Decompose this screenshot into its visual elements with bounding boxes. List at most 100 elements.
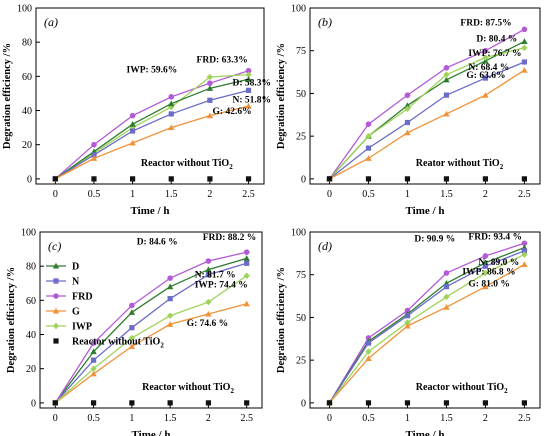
x-tick-label: 0 — [53, 189, 58, 200]
value-annotation: G: 74.6 % — [187, 319, 228, 329]
data-point — [244, 400, 250, 406]
data-point — [167, 296, 173, 302]
series-line — [55, 105, 249, 180]
legend-label-subscript: 2 — [160, 342, 164, 350]
data-point — [521, 248, 528, 254]
plot-frame — [39, 231, 263, 409]
data-point — [482, 54, 489, 61]
x-tick-label: 0 — [327, 189, 332, 200]
data-point — [205, 400, 212, 406]
data-point — [482, 283, 489, 290]
x-tick-label: 2.5 — [518, 189, 531, 200]
legend-marker — [52, 307, 60, 314]
data-point — [245, 71, 252, 78]
series-line — [54, 73, 249, 180]
legend-marker — [53, 278, 59, 284]
data-point — [244, 260, 250, 266]
data-point — [443, 110, 450, 117]
data-point — [91, 176, 97, 182]
legend-label: N — [72, 277, 80, 288]
x-tick-label: 1.5 — [440, 189, 453, 200]
data-point — [206, 85, 214, 91]
data-point — [521, 261, 528, 268]
data-point — [207, 97, 213, 103]
series-reactor-without-tio2 — [326, 176, 528, 182]
data-point — [482, 253, 489, 259]
data-point — [443, 176, 450, 182]
reactor-label-subscript: 2 — [230, 387, 234, 395]
data-point — [443, 71, 450, 78]
data-point — [129, 120, 136, 127]
value-annotation: D: 58.3% — [233, 78, 272, 88]
y-tick-label: 0 — [31, 398, 36, 409]
y-tick-label: 0 — [301, 174, 306, 185]
data-point — [443, 400, 450, 406]
data-point — [365, 355, 372, 362]
y-tick-label: 0 — [27, 174, 32, 185]
data-point — [129, 302, 135, 309]
series-g — [52, 300, 250, 406]
data-point — [482, 47, 489, 54]
reactor-label: Reator without TiO2 — [416, 158, 504, 171]
value-annotation: FRD: 63.3% — [197, 56, 248, 66]
legend-label: IWP — [72, 322, 92, 333]
y-axis-label: Degration efficiency /% — [2, 43, 13, 149]
data-point — [521, 44, 528, 52]
y-tick-label: 80 — [26, 262, 36, 273]
x-tick-label: 2.5 — [240, 413, 253, 424]
x-axis-label: Time / h — [131, 205, 170, 217]
data-point — [404, 176, 411, 182]
data-point — [168, 176, 174, 182]
data-point — [404, 307, 411, 314]
data-point — [243, 249, 250, 255]
data-point — [91, 141, 97, 148]
series-line — [329, 47, 525, 180]
data-point — [443, 270, 450, 276]
data-point — [365, 155, 372, 161]
series-line — [328, 28, 525, 180]
series-iwp — [326, 251, 528, 407]
data-point — [168, 111, 174, 117]
data-point — [130, 176, 136, 182]
data-point — [90, 155, 98, 161]
data-point — [167, 400, 173, 406]
data-point — [521, 400, 528, 406]
data-point — [482, 176, 489, 182]
value-annotation: FRD: 93.4 % — [468, 232, 522, 242]
data-point — [365, 145, 372, 151]
data-point — [207, 80, 213, 86]
data-point — [443, 92, 450, 98]
reactor-label-subscript: 2 — [504, 387, 508, 395]
chart-panel-c: 0 0.5 1 1.5 2 2.5 0 20 40 60 80 100 Time / h Degratio… — [6, 228, 263, 436]
data-point — [443, 284, 450, 290]
y-tick-label: 60 — [22, 72, 32, 83]
data-point — [404, 319, 411, 326]
y-tick-label: 20 — [22, 140, 32, 151]
series-line — [54, 275, 248, 404]
data-point — [521, 38, 528, 45]
legend-marker — [53, 338, 59, 344]
data-point — [205, 266, 212, 273]
y-tick-label: 75 — [296, 270, 306, 281]
data-point — [245, 176, 252, 182]
data-point — [245, 87, 252, 93]
x-tick-label: 1.5 — [165, 189, 178, 200]
chart-panel-b: 0 0.5 1 1.5 2 2.5 0 25 50 75 100 Time / h Degration … — [276, 4, 541, 217]
reactor-label: Reactor without TiO2 — [416, 382, 508, 395]
data-point — [404, 129, 411, 136]
series-line — [54, 78, 249, 180]
data-point — [90, 357, 97, 363]
data-point — [482, 91, 489, 98]
panel-title: (a) — [44, 15, 58, 29]
x-tick-label: 2 — [483, 189, 488, 200]
legend-label: Reactor without TiO2 — [72, 337, 164, 350]
data-point — [326, 400, 333, 406]
y-tick-label: 75 — [296, 46, 306, 57]
x-tick-label: 0 — [53, 413, 58, 424]
y-tick-label: 50 — [296, 89, 306, 100]
series-reactor-without-tio2 — [326, 400, 528, 406]
y-tick-label: 0 — [301, 398, 306, 409]
data-point — [166, 312, 174, 319]
x-axis-label: Time / h — [132, 429, 171, 436]
